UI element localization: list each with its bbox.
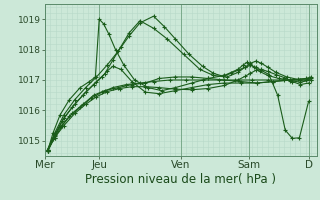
X-axis label: Pression niveau de la mer( hPa ): Pression niveau de la mer( hPa ) [85,173,276,186]
